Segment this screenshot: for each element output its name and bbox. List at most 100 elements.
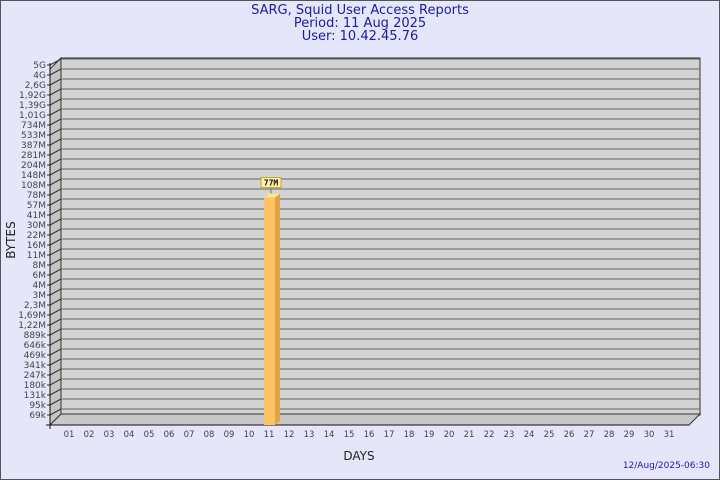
x-tick-label: 27 [584,430,595,440]
y-tick-label: 11M [27,251,46,261]
bar [264,197,275,425]
x-axis-label: DAYS [343,449,374,463]
y-tick-depth [49,378,62,386]
y-tick-label: 204M [21,161,46,171]
y-tick-depth [49,168,62,176]
y-tick-label: 247k [24,371,47,381]
x-tick-label: 28 [604,430,615,440]
y-tick-label: 734M [21,121,46,131]
x-tick-label: 03 [104,430,115,440]
x-tick-label: 01 [64,430,75,440]
y-tick-label: 1,92G [19,91,46,101]
y-tick-label: 889k [24,331,47,341]
y-tick-label: 5G [33,61,46,71]
y-tick-depth [49,298,62,306]
x-tick-label: 22 [484,430,495,440]
plot-floor [48,413,702,426]
y-tick-label: 95k [29,401,46,411]
x-tick-label: 16 [364,430,375,440]
y-tick-depth [49,368,62,376]
x-tick-label: 19 [424,430,435,440]
y-tick-depth [49,138,62,146]
y-tick-label: 533M [21,131,46,141]
y-axis-label: BYTES [4,221,18,258]
y-tick-depth [49,128,62,136]
y-tick-depth [49,358,62,366]
x-tick-label: 25 [544,430,555,440]
x-tick-label: 05 [144,430,155,440]
y-tick-label: 131k [24,391,47,401]
y-tick-label: 2,3M [24,301,46,311]
y-tick-depth [49,258,62,266]
y-tick-depth [49,198,62,206]
y-tick-label: 281M [21,151,46,161]
x-tick-label: 18 [404,430,415,440]
x-tick-label: 11 [264,430,275,440]
y-tick-depth [49,58,62,66]
y-tick-depth [49,108,62,116]
y-tick-depth [49,78,62,86]
timestamp: 12/Aug/2025-06:30 [622,461,710,471]
x-tick-label: 23 [504,430,515,440]
y-tick-depth [49,218,62,226]
x-tick-label: 08 [204,430,215,440]
bar-side [275,193,280,425]
x-tick-label: 06 [164,430,175,440]
y-tick-depth [49,328,62,336]
y-tick-label: 16M [27,241,46,251]
y-tick-depth [49,318,62,326]
y-tick-depth [49,228,62,236]
y-tick-label: 180k [24,381,47,391]
y-tick-depth [49,118,62,126]
y-tick-label: 22M [27,231,46,241]
y-tick-depth [49,288,62,296]
y-tick-label: 69k [29,411,46,421]
y-tick-depth [49,68,62,76]
x-tick-label: 17 [384,430,395,440]
x-tick-label: 13 [304,430,315,440]
y-tick-label: 1,01G [19,111,46,121]
x-tick-label: 02 [84,430,95,440]
y-tick-label: 4M [33,281,47,291]
x-tick-label: 10 [244,430,255,440]
x-tick-label: 09 [224,430,235,440]
y-tick-depth [49,348,62,356]
y-tick-depth [49,388,62,396]
x-tick-label: 15 [344,430,355,440]
y-tick-depth [49,208,62,216]
x-tick-label: 14 [324,430,335,440]
y-tick-depth [49,398,62,406]
y-tick-label: 108M [21,181,46,191]
y-tick-depth [49,188,62,196]
y-tick-label: 4G [33,71,46,81]
x-tick-label: 07 [184,430,195,440]
y-tick-label: 1,69M [18,311,46,321]
y-tick-label: 1,22M [18,321,46,331]
y-tick-label: 1,39G [19,101,46,111]
y-tick-label: 3M [33,291,47,301]
y-tick-depth [49,278,62,286]
y-tick-depth [49,238,62,246]
y-tick-label: 2,6G [25,81,46,91]
chart-period: Period: 11 Aug 2025 [293,16,427,31]
y-tick-label: 646k [24,341,47,351]
x-tick-label: 30 [644,430,655,440]
y-tick-label: 469k [24,351,47,361]
bar-top [264,193,280,198]
y-tick-depth [49,308,62,316]
data-label: 77M [264,179,279,188]
y-tick-label: 341k [24,361,47,371]
y-tick-depth [49,408,62,416]
y-tick-label: 41M [27,211,46,221]
y-tick-depth [49,148,62,156]
chart-title: SARG, Squid User Access Reports [251,3,469,18]
y-tick-label: 57M [27,201,46,211]
y-tick-depth [49,248,62,256]
x-tick-label: 26 [564,430,575,440]
y-tick-label: 78M [27,191,46,201]
plot-back-wall [60,57,701,416]
y-tick-depth [49,98,62,106]
y-tick-label: 6M [33,271,47,281]
y-tick-depth [49,158,62,166]
